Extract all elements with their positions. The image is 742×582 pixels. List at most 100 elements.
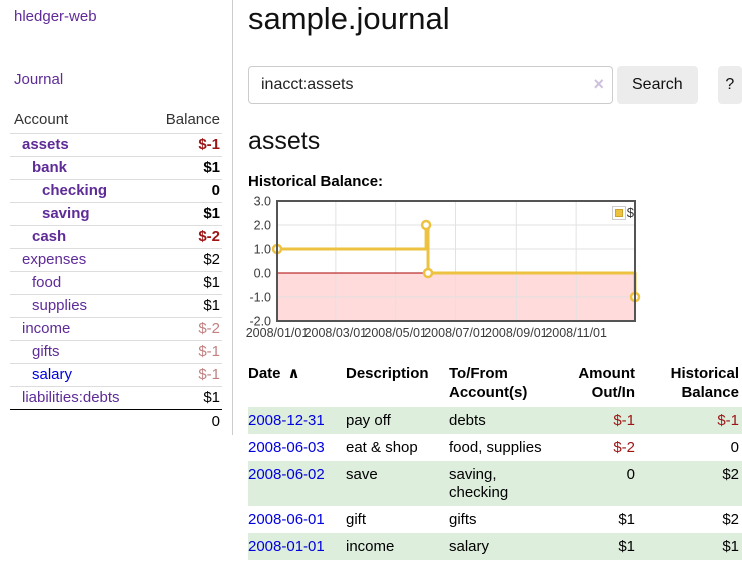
sort-asc-icon: ∧ xyxy=(287,365,300,382)
account-row: food $1 xyxy=(10,271,222,295)
main-content: sample.journal × Search ? assets Histori… xyxy=(233,0,742,560)
account-balance: $-2 xyxy=(198,228,220,245)
account-link[interactable]: liabilities:debts xyxy=(22,389,120,406)
transaction-description: gift xyxy=(346,511,367,528)
transaction-amount: $1 xyxy=(618,511,635,528)
account-balance: $1 xyxy=(203,159,220,176)
clear-search-icon[interactable]: × xyxy=(593,74,604,94)
svg-text:2008/11/01: 2008/11/01 xyxy=(545,326,607,340)
transaction-date-link[interactable]: 2008-12-31 xyxy=(248,412,325,429)
transaction-accounts: salary xyxy=(449,538,490,555)
account-row: supplies $1 xyxy=(10,294,222,318)
transaction-date-link[interactable]: 2008-06-01 xyxy=(248,511,325,528)
account-balance: 0 xyxy=(211,182,220,199)
transaction-balance: $2 xyxy=(722,466,739,483)
svg-text:0.0: 0.0 xyxy=(254,267,271,281)
register-col-to-from-account-s-: To/From Account(s) xyxy=(449,365,528,401)
transaction-description: eat & shop xyxy=(346,439,418,456)
search-input[interactable] xyxy=(248,66,613,104)
svg-text:2.0: 2.0 xyxy=(254,219,271,233)
accounts-total-spacer xyxy=(10,409,148,433)
svg-text:3.0: 3.0 xyxy=(254,195,271,209)
account-row: income $-2 xyxy=(10,317,222,341)
table-row: 2008-06-01 gift gifts $1 $2 xyxy=(248,506,742,533)
legend-label: $ xyxy=(626,205,634,220)
account-row: checking 0 xyxy=(10,179,222,203)
account-link[interactable]: bank xyxy=(32,159,68,176)
register-header-row: Date ∧ Description To/From Account(s) Amount… xyxy=(248,362,742,407)
account-balance: $1 xyxy=(203,274,220,291)
transaction-balance: $2 xyxy=(722,511,739,528)
account-row: assets $-1 xyxy=(10,133,222,157)
svg-text:-1.0: -1.0 xyxy=(249,291,271,305)
search-box: × xyxy=(248,66,613,104)
accounts-header-row: Account Balance xyxy=(10,108,222,134)
transaction-amount: 0 xyxy=(626,466,635,483)
sidebar-item-journal[interactable]: Journal xyxy=(14,71,64,88)
svg-text:2008/09/01: 2008/09/01 xyxy=(485,326,548,340)
svg-text:1.0: 1.0 xyxy=(254,243,271,257)
transaction-date-link[interactable]: 2008-06-03 xyxy=(248,439,325,456)
chart-title: Historical Balance: xyxy=(248,173,384,190)
account-link[interactable]: food xyxy=(32,274,62,291)
accounts-col-account: Account xyxy=(14,111,69,128)
table-row: 2008-06-02 save saving, checking 0 $2 xyxy=(248,461,742,506)
account-link[interactable]: income xyxy=(22,320,71,337)
account-link[interactable]: checking xyxy=(42,182,108,199)
account-balance: $1 xyxy=(203,205,220,222)
account-link[interactable]: supplies xyxy=(32,297,88,314)
account-balance: $-2 xyxy=(198,320,220,337)
register-col-historical-balance: Historical Balance xyxy=(670,365,739,401)
account-link[interactable]: saving xyxy=(42,205,90,222)
transaction-description: save xyxy=(346,466,378,483)
transaction-balance: 0 xyxy=(730,439,739,456)
table-row: 2008-12-31 pay off debts $-1 $-1 xyxy=(248,407,742,434)
account-balance: $2 xyxy=(203,251,220,268)
app-root: hledger-web Journal Account Balance asse… xyxy=(10,0,742,560)
legend-swatch-icon xyxy=(611,205,626,220)
transaction-amount: $-2 xyxy=(613,439,635,456)
account-row: expenses $2 xyxy=(10,248,222,272)
account-balance: $-1 xyxy=(198,136,220,153)
transaction-accounts: debts xyxy=(449,412,486,429)
page-title: sample.journal xyxy=(248,1,450,36)
search-button[interactable]: Search xyxy=(617,66,698,104)
search-bar: × Search ? xyxy=(248,66,742,104)
account-heading: assets xyxy=(248,127,321,155)
transaction-amount: $-1 xyxy=(613,412,635,429)
account-balance: $-1 xyxy=(198,366,220,383)
account-row: gifts $-1 xyxy=(10,340,222,364)
transaction-accounts: gifts xyxy=(449,511,477,528)
account-row: liabilities:debts $1 xyxy=(10,386,222,410)
table-row: 2008-01-01 income salary $1 $1 xyxy=(248,533,742,560)
account-link[interactable]: salary xyxy=(32,366,73,383)
brand-link[interactable]: hledger-web xyxy=(14,8,97,25)
transaction-balance: $1 xyxy=(722,538,739,555)
transaction-date-link[interactable]: 2008-01-01 xyxy=(248,538,325,555)
svg-text:2008/05/01: 2008/05/01 xyxy=(364,326,427,340)
transaction-amount: $1 xyxy=(618,538,635,555)
account-row: saving $1 xyxy=(10,202,222,226)
register-col-description: Description xyxy=(346,365,429,382)
sidebar-nav: Journal xyxy=(14,71,222,88)
svg-text:2008/01/01: 2008/01/01 xyxy=(246,326,309,340)
account-row: bank $1 xyxy=(10,156,222,180)
account-balance: $1 xyxy=(203,389,220,406)
account-row: cash $-2 xyxy=(10,225,222,249)
account-link[interactable]: assets xyxy=(22,136,69,153)
transaction-description: pay off xyxy=(346,412,391,429)
help-button[interactable]: ? xyxy=(717,66,742,104)
transaction-accounts: saving, checking xyxy=(449,466,509,501)
register-table: Date ∧ Description To/From Account(s) Amount… xyxy=(248,362,742,560)
account-link[interactable]: expenses xyxy=(22,251,87,268)
svg-text:2008/03/01: 2008/03/01 xyxy=(305,326,368,340)
table-row: 2008-06-03 eat & shop food, supplies $-2 0 xyxy=(248,434,742,461)
register-col-amount-out-in: Amount Out/In xyxy=(578,365,635,401)
account-link[interactable]: cash xyxy=(32,228,67,245)
transaction-date-link[interactable]: 2008-06-02 xyxy=(248,466,325,483)
account-link[interactable]: gifts xyxy=(32,343,60,360)
svg-text:-2.0: -2.0 xyxy=(249,315,271,329)
account-balance: $-1 xyxy=(198,343,220,360)
register-col-date[interactable]: Date ∧ xyxy=(248,365,300,382)
transaction-description: income xyxy=(346,538,395,555)
